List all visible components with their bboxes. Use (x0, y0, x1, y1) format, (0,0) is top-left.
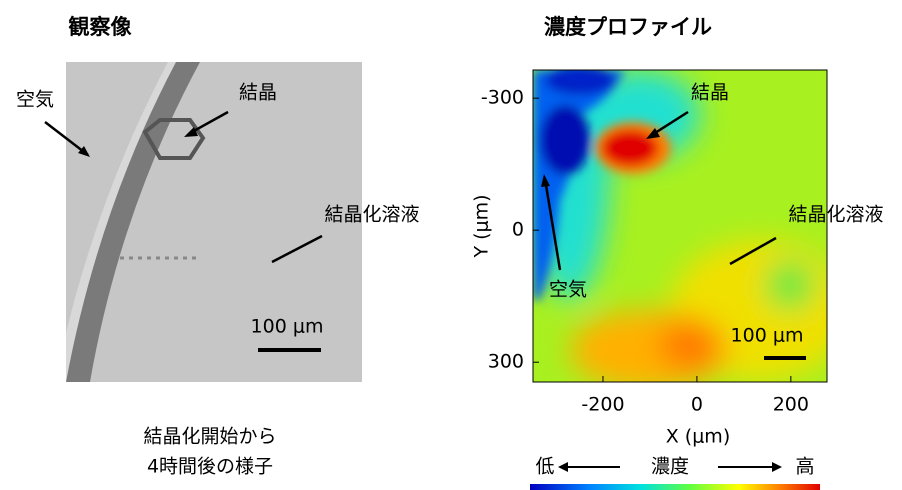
y-axis-label: Y (μm) (471, 194, 493, 258)
caption: 4時間後の様子 (147, 456, 273, 478)
x-axis-label: X (μm) (666, 426, 730, 448)
label-air: 空気 (16, 89, 54, 111)
colorbar-high: 高 (795, 456, 814, 478)
label-crystal: 結晶 (239, 82, 277, 104)
x-tick-label: -200 (581, 394, 624, 416)
figure: 観察像 空気 結晶 結晶化溶液 100 μm 結晶化開始から 4時間後の様子 濃… (0, 0, 902, 490)
colorbar-title: 濃度 (651, 456, 689, 478)
y-tick-label: 300 (488, 351, 524, 373)
y-tick-label: 0 (512, 219, 524, 241)
right-title: 濃度プロファイル (544, 15, 712, 39)
y-tick-label: -300 (481, 87, 524, 109)
left-title: 観察像 (69, 15, 133, 39)
scale-bar-label: 100 μm (731, 325, 804, 347)
scale-bar-label: 100 μm (251, 316, 324, 338)
label-solution: 結晶化溶液 (788, 204, 883, 226)
colorbar-low: 低 (535, 456, 554, 478)
label-solution: 結晶化溶液 (324, 204, 419, 226)
caption: 結晶化開始から (143, 426, 276, 448)
x-tick-label: 200 (773, 394, 809, 416)
x-tick-label: 0 (691, 394, 703, 416)
page: {"left":{"title":"観察像","labels":{"air":"… (0, 0, 902, 490)
label-crystal: 結晶 (691, 82, 729, 104)
label-air: 空気 (549, 279, 587, 301)
colorbar (530, 484, 820, 490)
